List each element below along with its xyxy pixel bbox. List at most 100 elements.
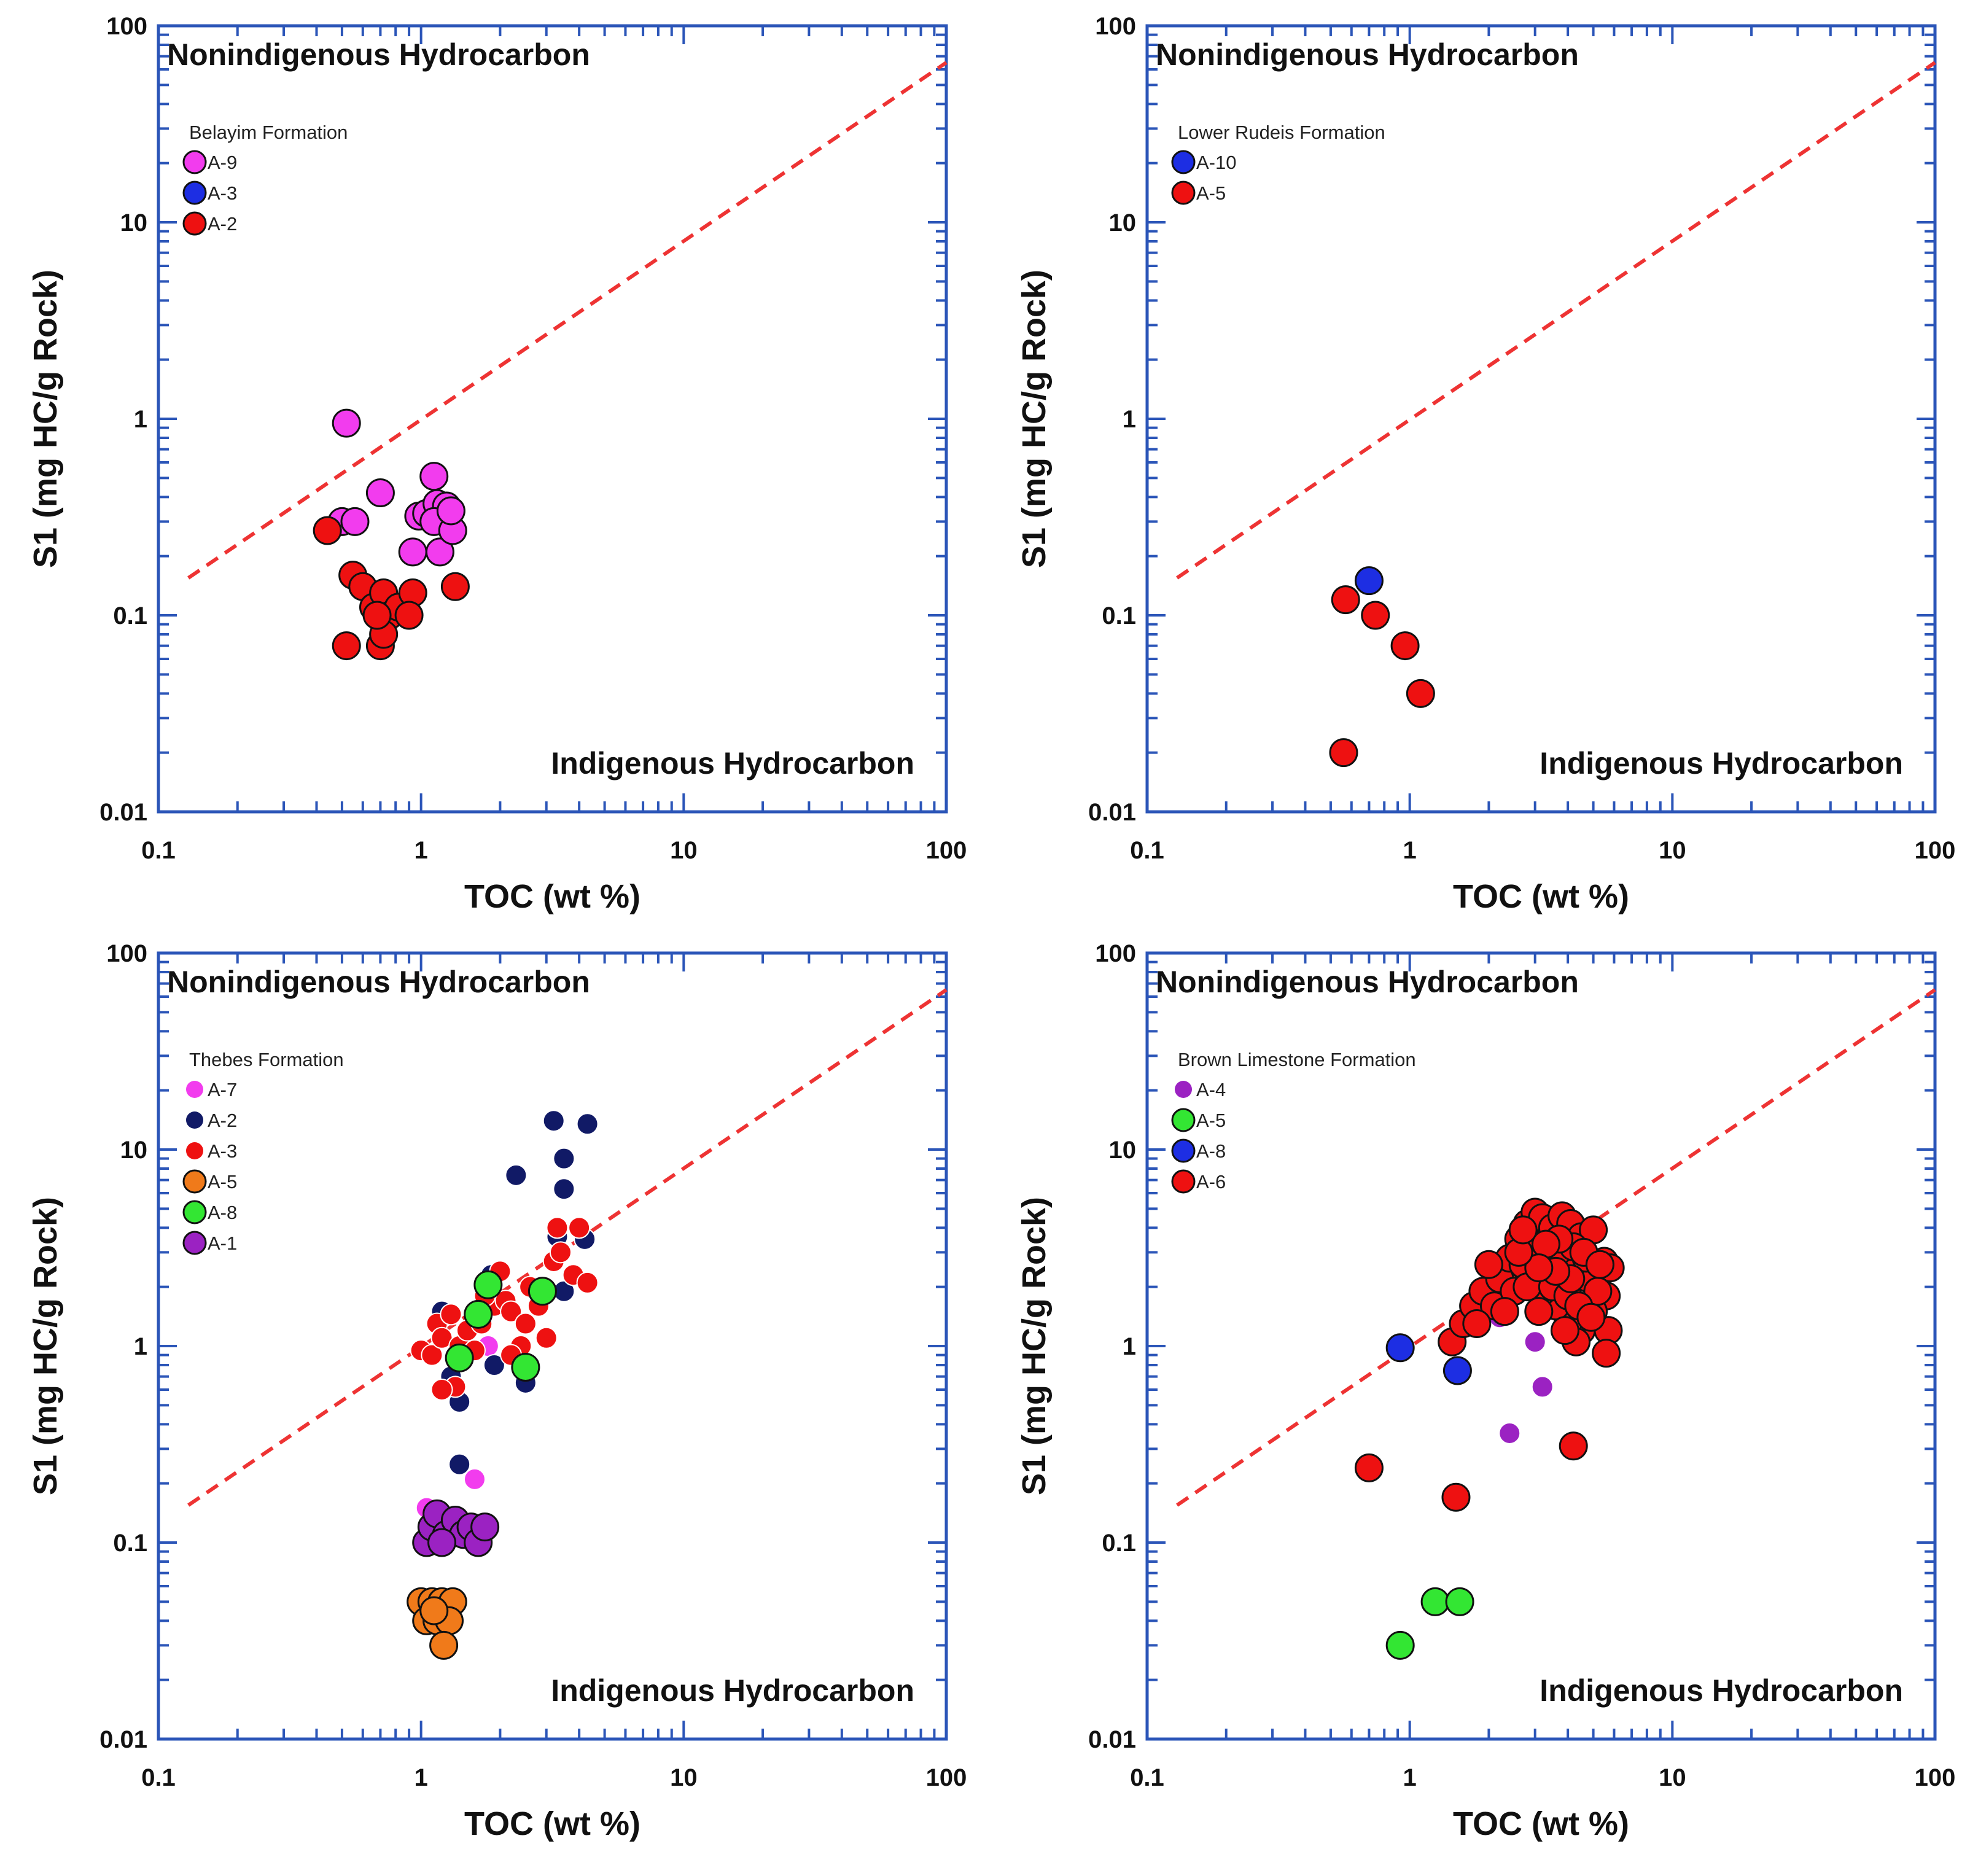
data-point xyxy=(365,478,395,508)
data-point xyxy=(419,1596,449,1625)
legend: Thebes Formation A-7 A-2 A-3 A-5 A-8 A-1 xyxy=(182,1049,344,1255)
data-point xyxy=(576,1113,599,1135)
chart-panel-3: 0.1 1 10 100 0.01 0.1 1 10 100 TOC (wt %) S1 (mg H… xyxy=(27,940,967,1842)
legend-marker xyxy=(1171,1138,1196,1163)
chart-panel-2: 0.1 1 10 100 0.01 0.1 1 10 100 TOC (wt %) S1 (mg H… xyxy=(1016,13,1955,915)
y-tick-label: 10 xyxy=(120,209,148,236)
data-point xyxy=(1508,1215,1538,1245)
data-point xyxy=(1420,1587,1450,1616)
divider-line xyxy=(187,988,948,1507)
x-tick-label: 1 xyxy=(415,837,428,864)
data-point xyxy=(1559,1431,1588,1461)
legend-marker xyxy=(1175,1081,1192,1098)
data-point xyxy=(436,496,465,526)
data-point xyxy=(1354,566,1384,596)
y-tick-label: 1 xyxy=(134,406,147,433)
x-axis-title: TOC (wt %) xyxy=(1453,1805,1629,1842)
data-point xyxy=(440,572,470,601)
data-point xyxy=(505,1164,528,1186)
data-point xyxy=(483,1354,505,1377)
legend-marker xyxy=(186,1081,203,1098)
legend-label: A-4 xyxy=(1196,1079,1226,1100)
data-point xyxy=(1524,1331,1546,1353)
data-point xyxy=(419,462,449,491)
x-axis-title: TOC (wt %) xyxy=(464,878,640,915)
data-point xyxy=(1490,1297,1519,1326)
data-point xyxy=(1474,1250,1503,1279)
data-point xyxy=(470,1512,500,1542)
data-point xyxy=(1531,1376,1554,1398)
region-label-upper: Nonindigenous Hydrocarbon xyxy=(1156,965,1579,999)
data-point xyxy=(464,1299,493,1329)
data-point xyxy=(1585,1250,1614,1279)
y-axis-title: S1 (mg HC/g Rock) xyxy=(1016,270,1053,568)
y-tick-label: 10 xyxy=(120,1137,148,1164)
data-point xyxy=(511,1353,540,1382)
data-point xyxy=(1329,738,1358,768)
legend: Brown Limestone Formation A-4 A-5 A-8 A-6 xyxy=(1171,1049,1416,1194)
legend-label: A-10 xyxy=(1196,152,1236,173)
data-point xyxy=(553,1178,575,1201)
data-point xyxy=(568,1216,591,1239)
divider-line xyxy=(1176,61,1936,580)
y-axis-title: S1 (mg HC/g Rock) xyxy=(27,1197,64,1495)
x-tick-label: 100 xyxy=(1915,837,1956,864)
data-point xyxy=(1576,1302,1606,1332)
data-point xyxy=(1550,1316,1579,1345)
legend-marker xyxy=(186,1111,203,1129)
region-label-lower: Indigenous Hydrocarbon xyxy=(1540,1673,1903,1708)
legend: Belayim Formation A-9 A-3 A-2 xyxy=(182,122,348,236)
data-point xyxy=(429,1630,459,1660)
y-tick-label: 0.01 xyxy=(1088,1726,1136,1753)
legend-label: A-7 xyxy=(208,1079,237,1100)
legend-title: Thebes Formation xyxy=(189,1049,344,1070)
legend-label: A-1 xyxy=(208,1232,237,1254)
y-tick-label: 100 xyxy=(1095,940,1136,967)
y-tick-label: 0.01 xyxy=(99,1726,147,1753)
y-tick-label: 100 xyxy=(1095,13,1136,40)
y-tick-label: 100 xyxy=(106,13,147,40)
legend-marker xyxy=(1171,1108,1196,1132)
plot-frame xyxy=(157,24,948,814)
y-axis-title: S1 (mg HC/g Rock) xyxy=(1016,1197,1053,1495)
data-points xyxy=(1329,566,1435,768)
x-tick-label: 10 xyxy=(1659,1764,1686,1791)
data-point xyxy=(1442,1356,1472,1385)
data-point xyxy=(1524,1297,1554,1326)
data-point xyxy=(1331,585,1360,615)
y-tick-label: 1 xyxy=(134,1333,147,1360)
data-point xyxy=(1385,1630,1415,1660)
y-tick-label: 1 xyxy=(1123,1333,1136,1360)
legend-label: A-8 xyxy=(208,1202,237,1223)
axis-ticks xyxy=(1146,26,1935,813)
data-point xyxy=(1385,1333,1415,1363)
x-axis-title: TOC (wt %) xyxy=(1453,878,1629,915)
legend-title: Brown Limestone Formation xyxy=(1178,1049,1416,1070)
y-axis-title: S1 (mg HC/g Rock) xyxy=(27,270,64,568)
legend-marker xyxy=(182,1200,207,1224)
legend-label: A-2 xyxy=(208,213,237,235)
y-tick-label: 100 xyxy=(106,940,147,967)
data-point xyxy=(1524,1253,1554,1283)
data-point xyxy=(394,601,424,630)
y-tick-label: 0.01 xyxy=(1088,799,1136,826)
chart-panel-1: 0.1 1 10 100 0.01 0.1 1 10 100 TOC (wt %) S1 (mg H… xyxy=(27,13,967,915)
data-point xyxy=(313,516,342,545)
data-point xyxy=(1361,601,1390,630)
x-tick-label: 100 xyxy=(926,837,967,864)
x-axis-title: TOC (wt %) xyxy=(464,1805,640,1842)
data-point xyxy=(332,631,361,661)
legend-marker xyxy=(1171,181,1196,205)
region-label-upper: Nonindigenous Hydrocarbon xyxy=(1156,37,1579,72)
data-point xyxy=(535,1326,558,1349)
data-point xyxy=(549,1241,572,1264)
legend-label: A-2 xyxy=(208,1110,237,1131)
data-point xyxy=(332,408,361,438)
legend-label: A-3 xyxy=(208,1140,237,1162)
data-point xyxy=(1498,1422,1521,1444)
data-point xyxy=(1354,1453,1384,1482)
region-label-lower: Indigenous Hydrocarbon xyxy=(1540,746,1903,780)
data-point xyxy=(430,1378,453,1401)
legend-label: A-5 xyxy=(1196,182,1226,204)
